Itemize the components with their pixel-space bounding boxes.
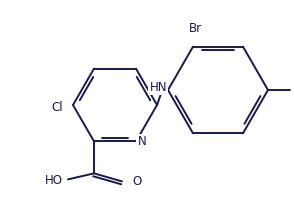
Text: Cl: Cl [51,100,63,113]
Text: O: O [132,175,141,188]
Text: HN: HN [149,81,167,94]
Text: HO: HO [45,174,63,187]
Text: N: N [138,135,146,148]
Text: Br: Br [188,22,202,35]
